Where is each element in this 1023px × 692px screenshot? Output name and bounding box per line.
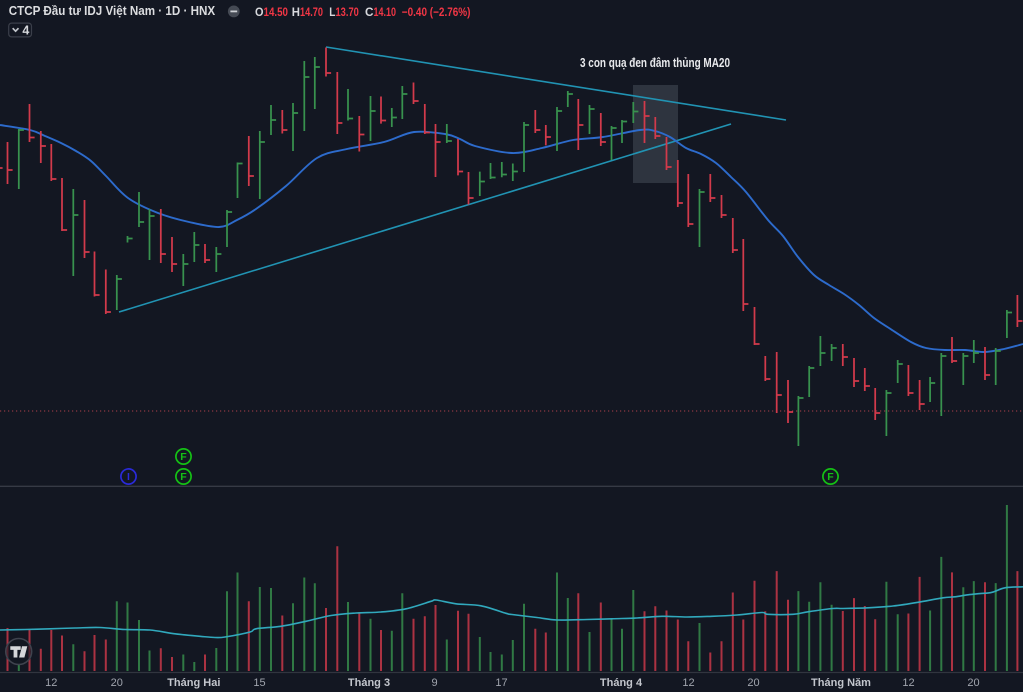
svg-text:3 con quạ đen đâm thủng MA20: 3 con quạ đen đâm thủng MA20 [580,56,730,70]
svg-text:9: 9 [431,677,437,689]
svg-text:12: 12 [902,677,914,689]
svg-text:Tháng 4: Tháng 4 [600,677,643,689]
svg-text:14.70: 14.70 [300,5,323,19]
svg-text:15: 15 [253,677,265,689]
svg-text:O: O [255,5,264,19]
svg-text:Tháng 3: Tháng 3 [348,677,390,689]
svg-text:Tháng Năm: Tháng Năm [811,677,871,689]
svg-text:20: 20 [111,677,123,689]
svg-text:F: F [180,471,187,483]
svg-text:L: L [329,5,335,19]
svg-text:Tháng Hai: Tháng Hai [167,677,220,689]
svg-text:−0.40 (−2.76%): −0.40 (−2.76%) [402,5,471,19]
svg-text:F: F [827,471,834,483]
svg-text:13.70: 13.70 [336,5,360,19]
svg-text:CTCP Đầu tư IDJ Việt Nam · 1D: CTCP Đầu tư IDJ Việt Nam · 1D · HNX [9,3,216,18]
svg-text:F: F [180,451,187,463]
svg-text:14.50: 14.50 [264,5,289,19]
svg-text:H: H [292,5,300,19]
svg-text:C: C [365,5,374,19]
svg-text:12: 12 [45,677,57,689]
svg-text:I: I [127,471,130,483]
svg-text:12: 12 [682,677,694,689]
svg-text:20: 20 [967,677,979,689]
svg-text:14.10: 14.10 [374,5,397,19]
svg-text:17: 17 [495,677,507,689]
svg-text:20: 20 [747,677,759,689]
svg-text:4: 4 [22,23,29,37]
